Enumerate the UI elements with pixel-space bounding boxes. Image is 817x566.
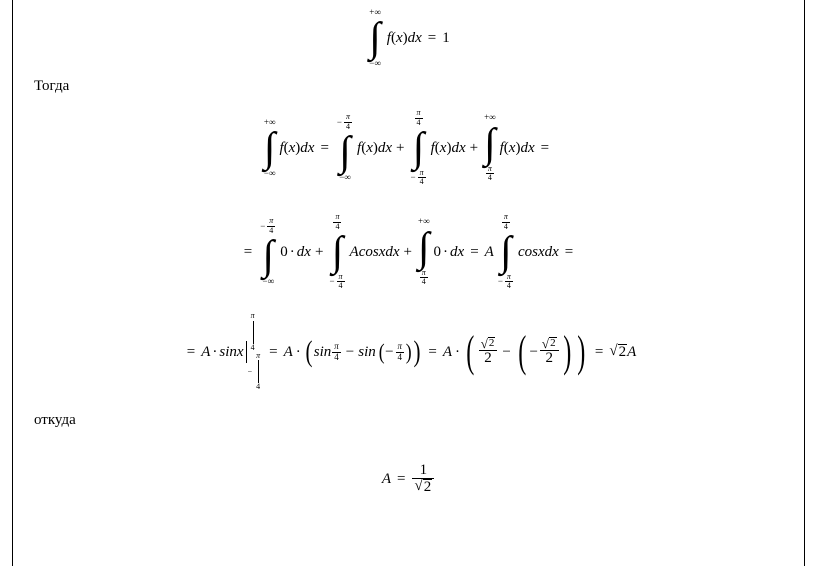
integral-g: +∞ ∫ π4 xyxy=(418,217,430,286)
content-area: +∞ ∫ −∞ f(x)dx = 1 Тогда +∞ ∫ −∞ f(x)dx … xyxy=(30,0,787,566)
paren-2: ( √2 2 − ( − √2 xyxy=(463,330,589,374)
left-margin-rule xyxy=(12,0,13,566)
one: 1 xyxy=(442,31,450,46)
text-whence: откуда xyxy=(30,412,76,429)
integrand-b: f(x)dx xyxy=(357,141,392,156)
sqrt2A: √2 xyxy=(609,344,627,360)
integral-b: −π4 ∫ −∞ xyxy=(337,113,353,182)
integrand-g: 0·dx xyxy=(434,245,465,260)
integral-f: π4 ∫ −π4 xyxy=(329,213,345,291)
integral-a: +∞ ∫ −∞ xyxy=(264,118,276,179)
integrand-c: f(x)dx xyxy=(431,141,466,156)
eval-bar: π4 −π4 xyxy=(244,312,264,392)
equation-4: = A· sinx π4 −π4 = A· ( sin π4 − sin xyxy=(30,322,787,382)
integrand-f: Acosxdx xyxy=(350,245,400,260)
integrand-a: f(x)dx xyxy=(279,141,314,156)
right-margin-rule xyxy=(804,0,805,566)
integral-inf: +∞ ∫ −∞ xyxy=(369,8,381,69)
equation-1: +∞ ∫ −∞ f(x)dx = 1 xyxy=(30,6,787,70)
page: +∞ ∫ −∞ f(x)dx = 1 Тогда +∞ ∫ −∞ f(x)dx … xyxy=(0,0,817,566)
equation-3: = −π4 ∫ −∞ 0·dx + π4 ∫ −π4 Acosxdx + +∞ … xyxy=(30,216,787,288)
equation-5: A = 1 √2 xyxy=(30,454,787,504)
integrand-h: cosxdx xyxy=(518,245,559,260)
integral-c: π4 ∫ −π4 xyxy=(411,109,427,187)
paren-1: ( sin π4 − sin ( −π4 ) ) xyxy=(304,337,423,367)
integral-h: π4 ∫ −π4 xyxy=(498,213,514,291)
integrand-e: 0·dx xyxy=(280,245,311,260)
equals: = xyxy=(428,31,436,46)
integrand-d: f(x)dx xyxy=(500,141,535,156)
integral-e: −π4 ∫ −∞ xyxy=(260,217,276,286)
equation-2: +∞ ∫ −∞ f(x)dx = −π4 ∫ −∞ f(x)dx + π4 ∫ … xyxy=(30,112,787,184)
text-then: Тогда xyxy=(30,78,69,95)
integrand: f(x)dx xyxy=(387,31,422,46)
integral-d: +∞ ∫ π4 xyxy=(484,113,496,182)
final-fraction: 1 √2 xyxy=(412,463,434,496)
